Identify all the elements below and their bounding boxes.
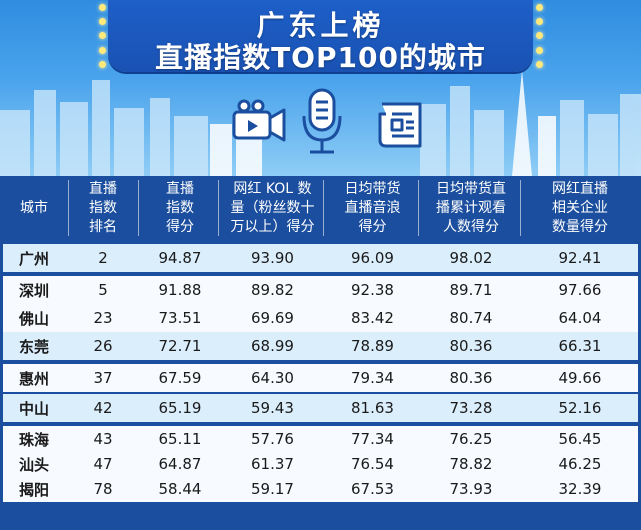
microphone-icon [302,88,342,154]
score-cell: 89.71 [449,281,493,299]
score-cell: 61.37 [251,455,294,473]
column-header: 直播 指数 排名 [89,180,117,235]
score-cell: 57.76 [251,430,294,448]
column-header: 日均带货 直播音浪 得分 [344,180,401,235]
table-row: 中山 42 65.19 59.43 81.63 73.28 52.16 [3,394,638,422]
score-cell: 43 [93,430,113,448]
score-cell: 2 [98,249,108,267]
city-name-cell: 惠州 [18,369,49,388]
column-separator [218,180,219,236]
city-name-cell: 揭阳 [18,480,49,499]
score-cell: 59.17 [251,480,294,498]
score-cell: 65.11 [158,430,202,448]
score-cell: 56.45 [558,430,602,448]
table-body: 广州 2 94.87 93.90 96.09 98.02 92.41 深圳 5 91.88 89.8… [0,240,641,530]
score-cell: 80.74 [449,309,493,327]
score-cell: 94.87 [158,249,202,267]
column-separator [68,180,69,236]
table-row: 惠州 37 67.59 64.30 79.34 80.36 49.66 [3,364,638,392]
table-row: 珠海 43 65.11 57.76 77.34 76.25 56.45 [3,426,638,452]
city-name-cell: 汕头 [18,455,49,474]
score-cell: 58.44 [158,480,202,498]
column-header: 直播 指数 得分 [166,180,194,235]
score-cell: 97.66 [558,281,602,299]
score-cell: 23 [93,309,113,327]
column-header: 网红 KOL 数 量（粉丝数十 万以上）得分 [230,180,315,235]
score-cell: 32.39 [558,480,602,498]
score-cell: 64.30 [251,369,294,387]
newspaper-icon [378,102,422,148]
score-cell: 5 [98,281,108,299]
city-name-cell: 东莞 [18,337,49,356]
score-cell: 26 [93,337,113,355]
column-separator [138,180,139,236]
score-cell: 80.36 [449,337,493,355]
score-cell: 37 [93,369,113,387]
light-bulbs-right [533,0,545,72]
table-row: 广州 2 94.87 93.90 96.09 98.02 92.41 [3,244,638,272]
score-cell: 78.89 [351,337,394,355]
score-cell: 72.71 [158,337,202,355]
column-separator [323,180,324,236]
column-header: 网红直播 相关企业 数量得分 [552,180,608,235]
score-cell: 67.53 [351,480,394,498]
icons-row [232,88,422,154]
column-separator [418,180,419,236]
score-cell: 92.38 [351,281,394,299]
score-cell: 73.51 [158,309,202,327]
score-cell: 76.54 [351,455,394,473]
city-name-cell: 佛山 [18,309,49,328]
score-cell: 98.02 [449,249,493,267]
table-header: 城市 直播 指数 排名 直播 指数 得分 网红 KOL 数 量（粉丝数十 万以上）得分… [0,176,641,240]
table-row: 汕头 47 64.87 61.37 76.54 78.82 46.25 [3,452,638,476]
score-cell: 77.34 [351,430,394,448]
score-cell: 73.28 [449,399,493,417]
table-row: 深圳 5 91.88 89.82 92.38 89.71 97.66 [3,276,638,304]
score-cell: 46.25 [558,455,602,473]
header-banner: 广东上榜 直播指数TOP100的城市 [0,0,641,176]
city-name-cell: 广州 [18,249,49,268]
score-cell: 65.19 [158,399,202,417]
score-cell: 89.82 [251,281,294,299]
light-bulbs-left [96,0,108,72]
score-cell: 91.88 [158,281,202,299]
table-row: 东莞 26 72.71 68.99 78.89 80.36 66.31 [3,332,638,360]
city-name-cell: 深圳 [18,281,49,300]
score-cell: 69.69 [251,309,294,327]
video-camera-icon [232,99,286,142]
score-cell: 83.42 [351,309,394,327]
table-row: 揭阳 78 58.44 59.17 67.53 73.93 32.39 [3,476,638,502]
city-name-cell: 中山 [18,399,49,418]
column-header: 日均带货直 播累计观看 人数得分 [436,180,506,235]
score-cell: 64.04 [558,309,602,327]
score-cell: 79.34 [351,369,394,387]
score-cell: 78.82 [449,455,493,473]
score-cell: 49.66 [558,369,602,387]
score-cell: 92.41 [558,249,602,267]
score-cell: 67.59 [158,369,202,387]
score-cell: 59.43 [251,399,294,417]
city-name-cell: 珠海 [18,430,49,449]
score-cell: 64.87 [158,455,202,473]
page-subtitle: 直播指数TOP100的城市 [155,41,486,74]
score-cell: 52.16 [558,399,602,417]
table-row: 佛山 23 73.51 69.69 83.42 80.74 64.04 [3,304,638,332]
score-cell: 66.31 [558,337,602,355]
score-cell: 73.93 [449,480,493,498]
score-cell: 96.09 [351,249,394,267]
score-cell: 80.36 [449,369,493,387]
score-cell: 42 [93,399,113,417]
score-cell: 76.25 [449,430,493,448]
score-cell: 93.90 [251,249,294,267]
score-cell: 68.99 [251,337,294,355]
score-cell: 81.63 [351,399,394,417]
title-box: 广东上榜 直播指数TOP100的城市 [108,0,533,74]
column-separator [520,180,521,236]
data-table: 城市 直播 指数 排名 直播 指数 得分 网红 KOL 数 量（粉丝数十 万以上）得分… [0,176,641,530]
page-title: 广东上榜 [256,9,385,42]
score-cell: 47 [93,455,113,473]
column-header: 城市 [20,199,48,216]
score-cell: 78 [93,480,113,498]
